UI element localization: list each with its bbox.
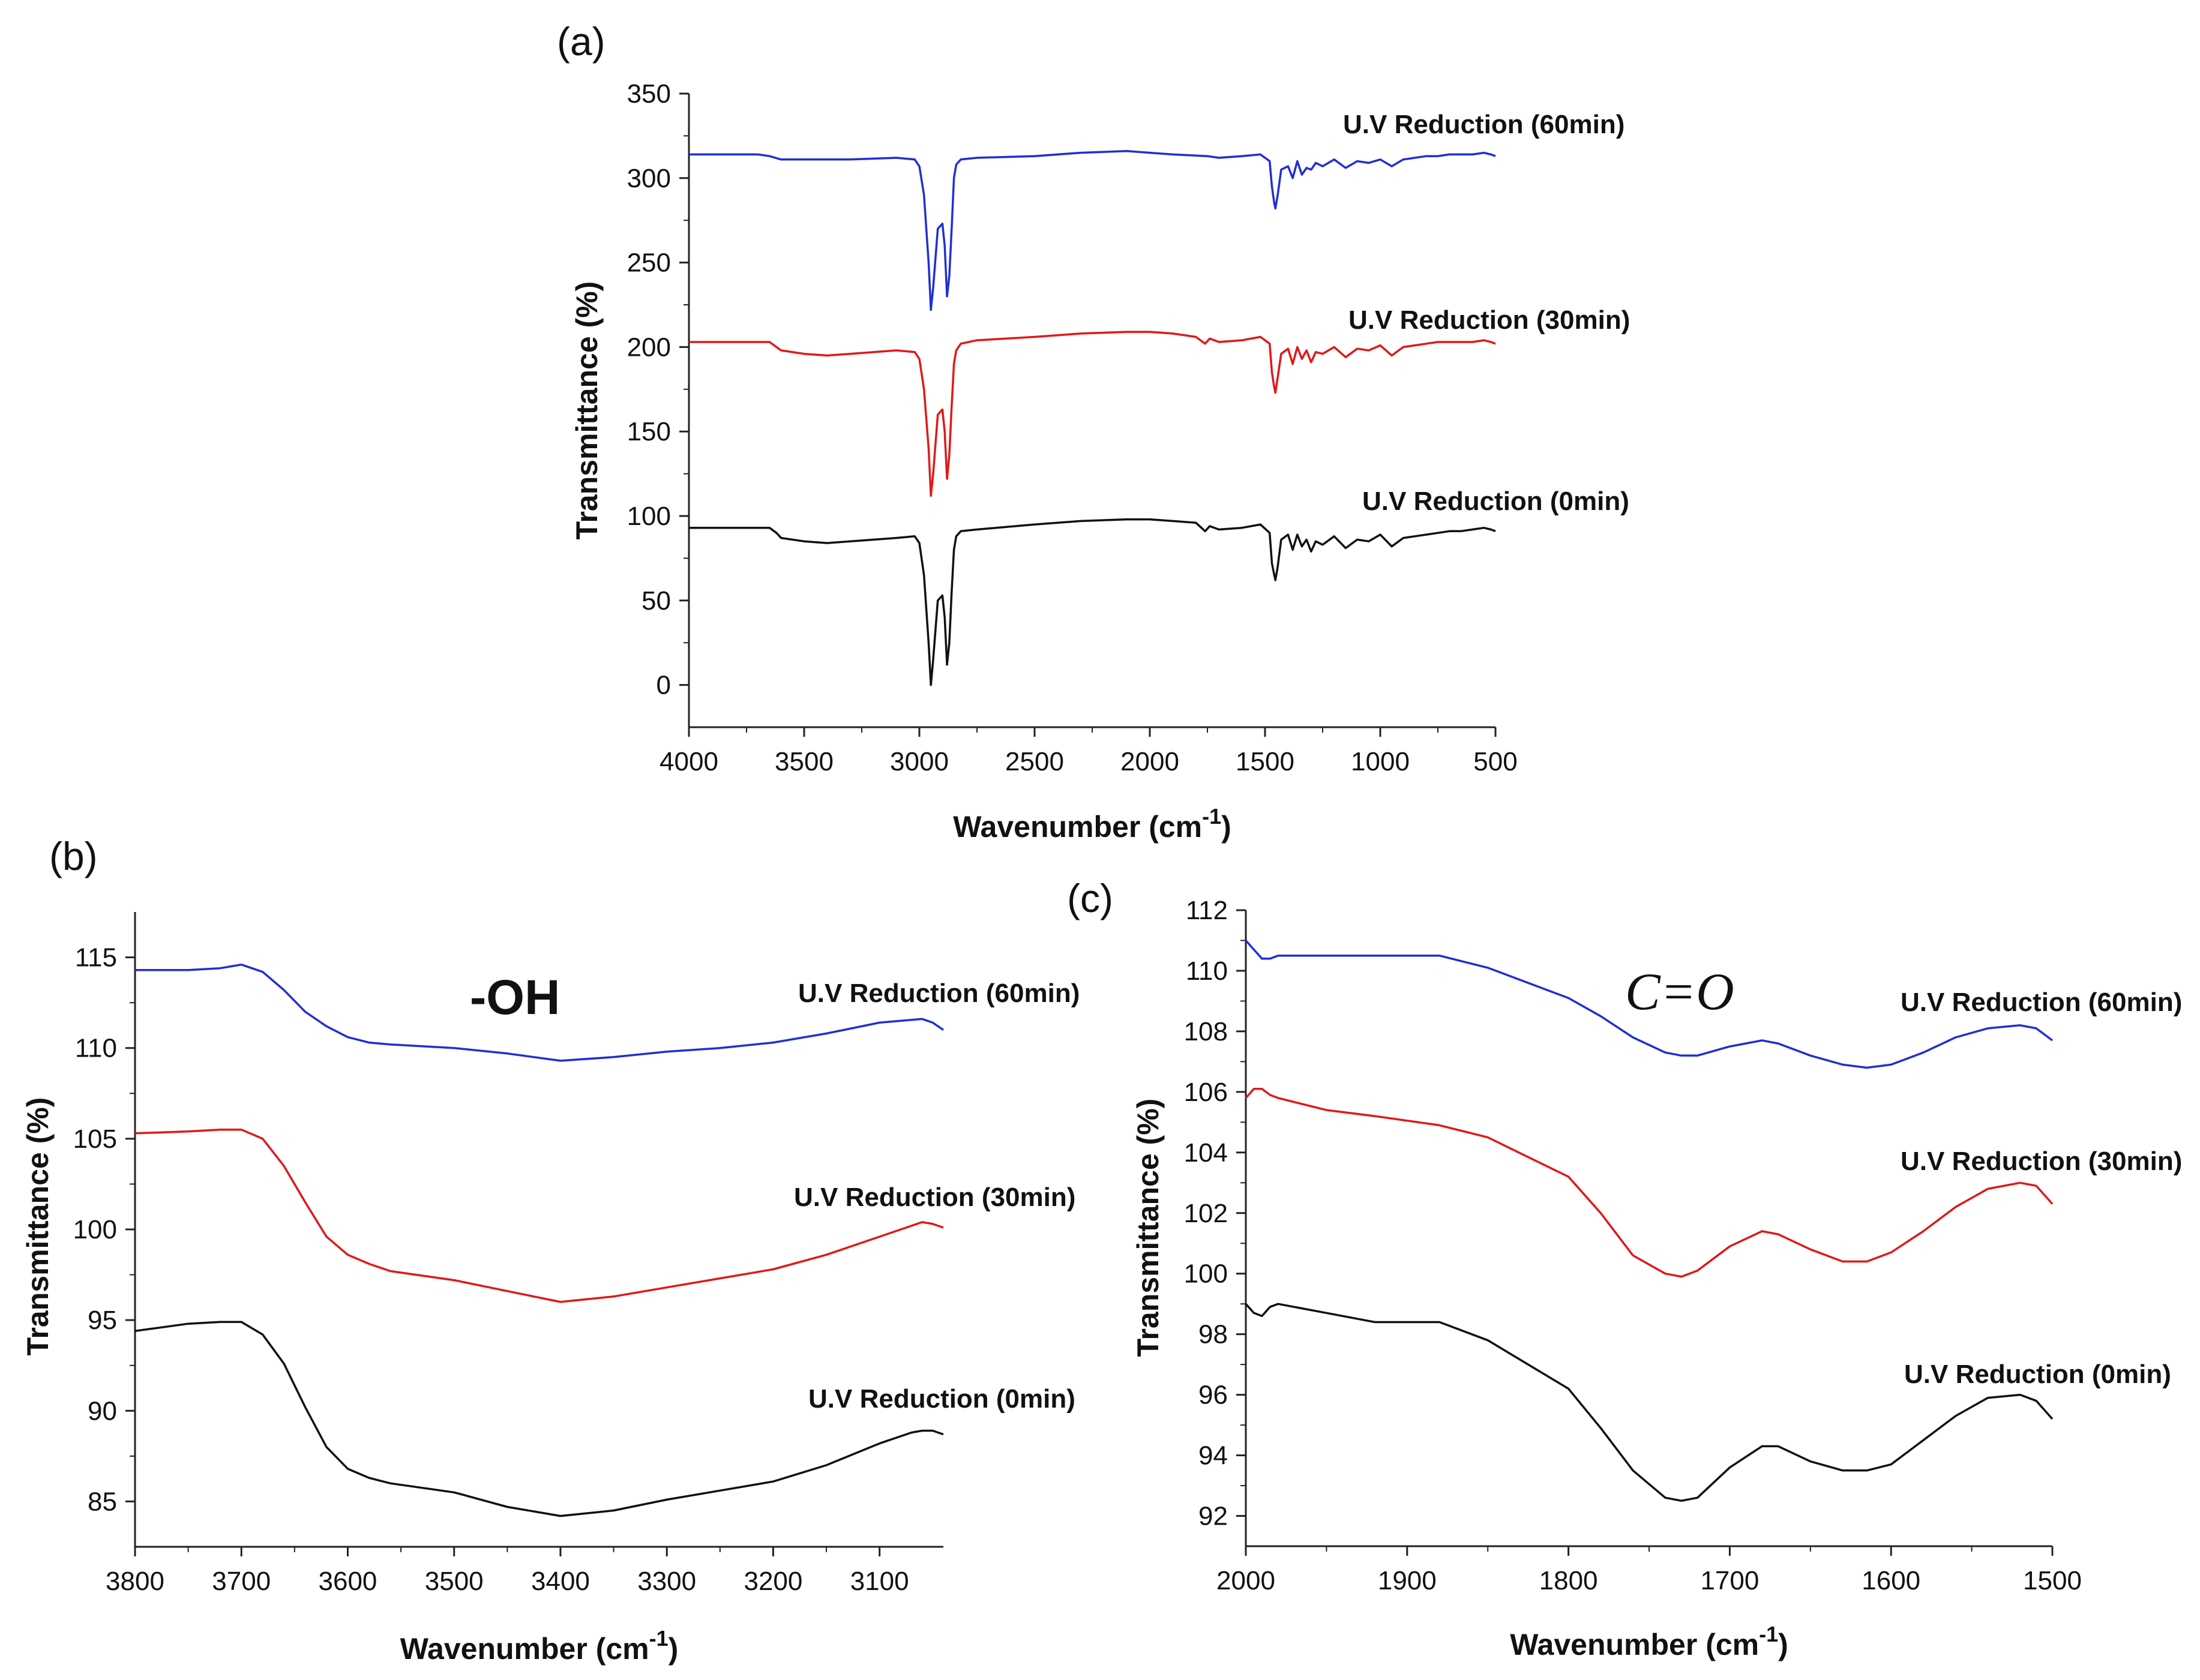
y-tick-label: 100 (627, 502, 671, 531)
oh-annotation: -OH (470, 970, 560, 1025)
series-line-u-v-reduction-30min- (134, 1128, 944, 1303)
y-tick-label: 95 (88, 1306, 117, 1335)
y-tick-label: 94 (1198, 1441, 1228, 1471)
y-axis-title: Transmittance (%) (21, 1097, 55, 1356)
y-tick-label: 105 (73, 1124, 117, 1154)
x-tick-label: 3200 (744, 1567, 802, 1596)
x-tick-label: 1600 (1862, 1566, 1920, 1595)
y-tick-label: 110 (1186, 956, 1228, 986)
x-tick-label: 1700 (1700, 1566, 1759, 1595)
panel-a: (a) 0 50 100 150 200 250 300 350 4000 3500 3000 2500… (557, 19, 1630, 844)
x-tick-label: 3000 (890, 747, 949, 776)
y-tick-label: 108 (1184, 1017, 1228, 1046)
y-tick-label: 90 (88, 1396, 117, 1426)
series-label: U.V Reduction (60min) (1343, 110, 1624, 139)
y-tick-label: 115 (75, 943, 117, 973)
co-annotation: C=O (1625, 963, 1734, 1021)
series-label: U.V Reduction (30min) (1348, 305, 1630, 335)
y-tick-label: 100 (73, 1215, 117, 1244)
y-axis-title: Transmittance (%) (1131, 1099, 1165, 1357)
series-label: U.V Reduction (30min) (794, 1183, 1075, 1212)
x-axis-title: Wavenumber (cm-1) (400, 1626, 679, 1666)
series-line-u-v-reduction-0min- (689, 518, 1496, 686)
x-tick-label: 3400 (531, 1567, 590, 1596)
y-axis-title: Transmittance (%) (570, 281, 604, 540)
x-tick-label: 3600 (319, 1567, 377, 1596)
x-tick-label: 3500 (775, 747, 834, 776)
y-tick-label: 85 (88, 1487, 117, 1516)
x-tick-label: 1800 (1539, 1566, 1598, 1595)
y-tick-label: 96 (1198, 1381, 1228, 1410)
y-tick-label: 110 (75, 1034, 117, 1063)
series-label: U.V Reduction (0min) (1362, 487, 1629, 516)
x-tick-label: 3700 (212, 1567, 271, 1596)
y-tick-label: 150 (627, 417, 671, 446)
series-label: U.V Reduction (0min) (1904, 1360, 2171, 1389)
y-tick-label: 92 (1198, 1502, 1228, 1531)
panel-letter: (b) (49, 834, 98, 878)
x-tick-label: 1000 (1351, 747, 1410, 776)
series-line-u-v-reduction-60min- (135, 963, 944, 1062)
x-tick-label: 1500 (2023, 1566, 2082, 1595)
series-line-u-v-reduction-60min- (1245, 940, 2054, 1069)
y-tick-label: 102 (1184, 1199, 1228, 1228)
y-tick-label: 104 (1184, 1138, 1228, 1168)
x-axis-title: Wavenumber (cm-1) (1510, 1622, 1788, 1661)
x-tick-label: 1900 (1378, 1566, 1437, 1595)
y-tick-label: 250 (627, 248, 671, 278)
series-line-u-v-reduction-0min- (1245, 1303, 2054, 1502)
y-tick-label: 106 (1184, 1078, 1228, 1107)
y-tick-label: 50 (642, 586, 671, 616)
x-tick-label: 1500 (1236, 747, 1294, 776)
y-tick-label: 100 (1184, 1259, 1228, 1289)
series-label: U.V Reduction (60min) (798, 979, 1080, 1008)
series-label: U.V Reduction (30min) (1901, 1147, 2182, 1176)
y-tick-label: 98 (1198, 1320, 1228, 1349)
series-label: U.V Reduction (60min) (1901, 988, 2182, 1017)
series-label: U.V Reduction (0min) (808, 1384, 1075, 1414)
x-tick-label: 3300 (637, 1567, 696, 1596)
x-tick-label: 3500 (425, 1567, 484, 1596)
x-tick-label: 2000 (1120, 747, 1179, 776)
y-tick-label: 200 (627, 332, 671, 362)
series-line-u-v-reduction-0min- (134, 1321, 944, 1517)
x-tick-label: 2500 (1005, 747, 1064, 776)
x-tick-label: 2000 (1216, 1566, 1275, 1595)
panel-c: (c) 92 94 96 98 100 102 104 106 108 110 112 2000 1900… (1067, 876, 2182, 1661)
series-line-u-v-reduction-60min- (689, 149, 1496, 311)
panel-letter: (c) (1067, 876, 1113, 920)
panel-b: (b) 85 90 95 100 105 110 115 3800 3700 3600 3500 340… (21, 834, 1080, 1666)
y-tick-label: 350 (627, 79, 671, 109)
series-line-u-v-reduction-30min- (689, 331, 1496, 497)
panel-letter: (a) (557, 19, 606, 64)
x-tick-label: 3100 (850, 1567, 909, 1596)
series-line-u-v-reduction-30min- (1245, 1088, 2054, 1278)
x-axis-title: Wavenumber (cm-1) (953, 804, 1231, 844)
y-tick-label: 0 (657, 671, 671, 700)
y-tick-label: 112 (1186, 896, 1228, 925)
x-tick-label: 500 (1473, 747, 1517, 776)
y-tick-label: 300 (627, 164, 671, 193)
x-tick-label: 4000 (660, 747, 718, 776)
x-tick-label: 3800 (106, 1567, 164, 1596)
